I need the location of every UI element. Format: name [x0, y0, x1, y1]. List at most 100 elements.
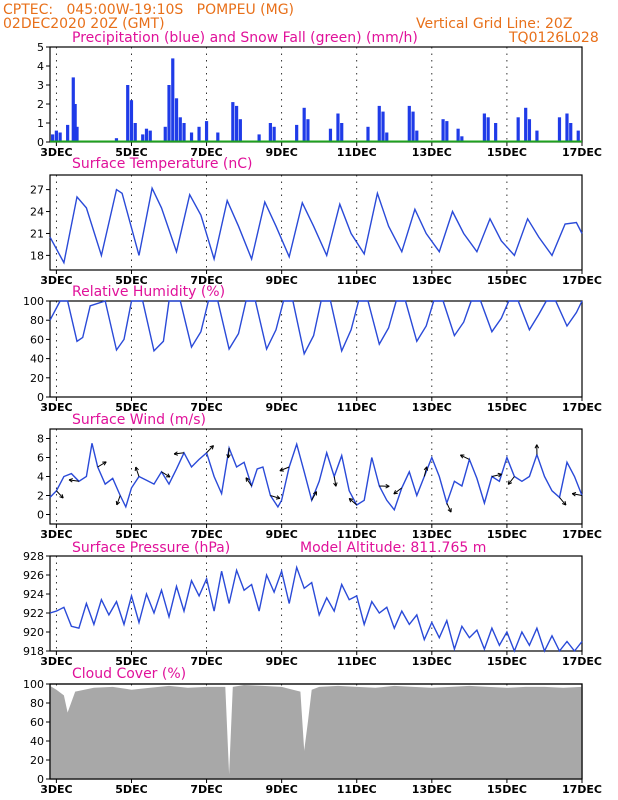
cloud-area [50, 685, 582, 779]
header-run-date: 02DEC2020 20Z (GMT) [3, 16, 165, 32]
precip-bar [51, 134, 55, 142]
pressure-y-tick-label: 928 [23, 550, 44, 563]
wind-x-tick-label: 7DEC [190, 528, 222, 541]
precip-y-tick-label: 1 [37, 117, 44, 130]
wind-arrow [559, 497, 567, 506]
precip-x-tick-label: 13DEC [412, 146, 452, 159]
header-model-code: TQ0126L028 [509, 30, 599, 46]
wind-arrowhead [275, 495, 281, 500]
precip-bar [460, 136, 464, 142]
temp-y-tick-label: 18 [30, 249, 44, 262]
precip-bar [189, 132, 194, 142]
temp-x-tick-label: 9DEC [265, 274, 297, 287]
precip-bar [234, 105, 239, 142]
wind-arrow [174, 452, 185, 455]
precip-bar [415, 130, 419, 142]
precip-y-tick-label: 4 [37, 60, 44, 73]
cloud-y-tick-label: 100 [23, 678, 44, 691]
temp-x-tick-label: 5DEC [115, 274, 147, 287]
cloud-x-tick-label: 7DEC [190, 783, 222, 796]
wind-arrowhead [385, 483, 390, 489]
wind-arrowhead [348, 497, 354, 503]
pressure-x-tick-label: 11DEC [337, 655, 377, 668]
precip-bar [486, 117, 490, 142]
precip-bar [148, 130, 152, 142]
precip-bar [576, 130, 580, 142]
wind-arrowhead [497, 472, 502, 478]
precip-bar [445, 121, 449, 142]
temp-line [49, 185, 583, 265]
cloud-y-tick-label: 40 [30, 735, 44, 748]
wind-arrowhead [115, 500, 121, 506]
precip-bar [126, 85, 130, 142]
wind-arrow [460, 454, 470, 460]
temp-y-tick-label: 24 [30, 206, 44, 219]
pressure-x-tick-label: 15DEC [487, 655, 527, 668]
pressure-x-tick-label: 5DEC [115, 655, 147, 668]
precip-bar [257, 134, 261, 142]
header-station-info: CPTEC: 045:00W-19:10S POMPEU (MG) [3, 2, 294, 18]
pressure-x-tick-label: 17DEC [562, 655, 602, 668]
rh-panel-title: Relative Humidity (%) [72, 284, 226, 300]
precip-bar [178, 117, 182, 142]
cloud-x-tick-label: 3DEC [40, 783, 72, 796]
wind-arrow [393, 487, 403, 495]
cloud-y-tick-label: 0 [37, 773, 44, 786]
cloud-x-tick-label: 17DEC [562, 783, 602, 796]
wind-arrow [279, 466, 290, 472]
wind-arrow [68, 479, 79, 482]
wind-x-tick-label: 11DEC [337, 528, 377, 541]
wind-y-tick-label: 6 [37, 452, 44, 465]
wind-arrow [56, 490, 64, 499]
pressure-x-tick-label: 3DEC [40, 655, 72, 668]
wind-arrow [572, 493, 583, 496]
cloud-y-tick-label: 20 [30, 754, 44, 767]
rh-y-tick-label: 80 [30, 314, 44, 327]
precip-bar [441, 119, 445, 142]
precip-y-tick-label: 2 [37, 98, 44, 111]
model-altitude-label: Model Altitude: 811.765 m [300, 540, 487, 556]
temp-x-tick-label: 11DEC [337, 274, 377, 287]
pressure-y-tick-label: 926 [23, 569, 44, 582]
wind-arrowhead [59, 494, 64, 499]
wind-y-tick-label: 0 [37, 509, 44, 522]
rh-y-tick-label: 60 [30, 333, 44, 346]
rh-x-tick-label: 17DEC [562, 401, 602, 414]
wind-arrowhead [393, 490, 398, 495]
wind-arrow [507, 476, 515, 485]
precip-bar [336, 113, 340, 142]
pressure-line [49, 564, 583, 653]
pressure-x-tick-label: 9DEC [265, 655, 297, 668]
precip-bar [494, 123, 498, 142]
temp-x-tick-label: 3DEC [40, 274, 72, 287]
precip-bar [167, 85, 171, 142]
rh-x-tick-label: 13DEC [412, 401, 452, 414]
precip-bar [411, 111, 415, 142]
precip-bar [129, 100, 134, 142]
wind-arrow [491, 473, 502, 477]
wind-arrowhead [245, 477, 250, 482]
pressure-frame [49, 555, 583, 652]
precip-frame [49, 46, 583, 143]
header-grid-line-note: Vertical Grid Line: 20Z [416, 16, 573, 32]
precip-bar [204, 121, 209, 142]
wind-arrowhead [134, 466, 139, 472]
precip-x-tick-label: 17DEC [562, 146, 602, 159]
precip-x-tick-label: 9DEC [265, 146, 297, 159]
precip-bar [73, 104, 77, 142]
precip-bar [340, 123, 344, 142]
wind-panel-title: Surface Wind (m/s) [72, 412, 206, 428]
wind-arrowhead [333, 482, 338, 487]
wind-arrow [270, 495, 281, 499]
wind-arrowhead [279, 467, 284, 472]
wind-arrow [135, 466, 140, 477]
precip-bar [231, 102, 235, 142]
precip-bar [268, 123, 272, 142]
rh-y-tick-label: 20 [30, 372, 44, 385]
rh-y-tick-label: 40 [30, 353, 44, 366]
precip-bar [58, 132, 62, 142]
precip-bar [171, 58, 175, 142]
pressure-y-tick-label: 922 [23, 607, 44, 620]
precip-bar [295, 124, 299, 142]
cloud-x-tick-label: 5DEC [115, 783, 147, 796]
